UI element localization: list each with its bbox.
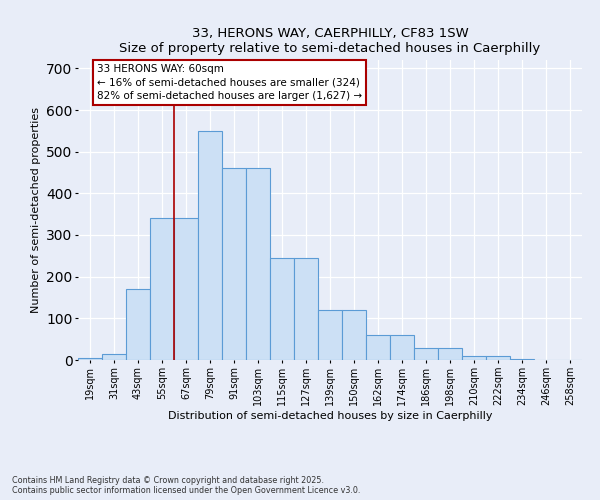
Bar — [78, 358, 102, 360]
Bar — [150, 218, 174, 360]
Bar — [246, 168, 270, 360]
Bar — [342, 310, 366, 360]
Bar — [486, 356, 510, 360]
Title: 33, HERONS WAY, CAERPHILLY, CF83 1SW
Size of property relative to semi-detached : 33, HERONS WAY, CAERPHILLY, CF83 1SW Siz… — [119, 26, 541, 54]
Bar — [198, 131, 222, 360]
Bar — [222, 168, 246, 360]
Bar — [318, 310, 342, 360]
Bar — [438, 348, 462, 360]
Bar — [102, 354, 126, 360]
Bar — [366, 335, 390, 360]
Text: 33 HERONS WAY: 60sqm
← 16% of semi-detached houses are smaller (324)
82% of semi: 33 HERONS WAY: 60sqm ← 16% of semi-detac… — [97, 64, 362, 100]
Bar — [126, 289, 150, 360]
Bar — [294, 258, 318, 360]
Bar — [510, 359, 534, 360]
Bar — [270, 258, 294, 360]
Bar — [414, 348, 438, 360]
Y-axis label: Number of semi-detached properties: Number of semi-detached properties — [31, 107, 41, 313]
Bar — [390, 335, 414, 360]
Bar — [174, 218, 198, 360]
X-axis label: Distribution of semi-detached houses by size in Caerphilly: Distribution of semi-detached houses by … — [168, 410, 492, 420]
Text: Contains HM Land Registry data © Crown copyright and database right 2025.
Contai: Contains HM Land Registry data © Crown c… — [12, 476, 361, 495]
Bar — [462, 356, 486, 360]
